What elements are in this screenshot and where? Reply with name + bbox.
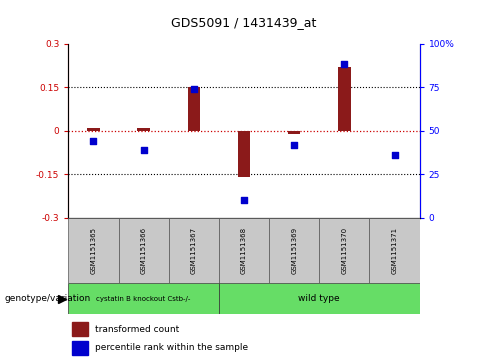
Point: [240, 197, 248, 203]
Point: [290, 142, 298, 147]
Text: percentile rank within the sample: percentile rank within the sample: [95, 343, 248, 352]
Point: [140, 147, 147, 153]
Bar: [72, 322, 88, 337]
Text: GSM1151366: GSM1151366: [141, 227, 146, 274]
Text: wild type: wild type: [299, 294, 340, 303]
Bar: [288, 131, 301, 134]
Bar: [119, 218, 169, 283]
Bar: [219, 218, 269, 283]
Text: cystatin B knockout Cstb-/-: cystatin B knockout Cstb-/-: [97, 295, 191, 302]
Text: GSM1151371: GSM1151371: [391, 227, 398, 274]
Bar: [68, 283, 219, 314]
Bar: [137, 128, 150, 131]
Bar: [319, 218, 369, 283]
Bar: [369, 218, 420, 283]
Bar: [169, 218, 219, 283]
Bar: [72, 340, 88, 355]
Text: GSM1151365: GSM1151365: [90, 227, 97, 274]
Point: [190, 86, 198, 92]
Bar: [187, 87, 200, 131]
Bar: [68, 218, 119, 283]
Text: GSM1151368: GSM1151368: [241, 227, 247, 274]
Text: GSM1151370: GSM1151370: [342, 227, 347, 274]
Text: transformed count: transformed count: [95, 325, 179, 334]
Bar: [219, 283, 420, 314]
Point: [341, 62, 348, 68]
Bar: [269, 218, 319, 283]
Bar: [87, 128, 100, 131]
Bar: [338, 67, 351, 131]
Text: GSM1151369: GSM1151369: [291, 227, 297, 274]
Text: genotype/variation: genotype/variation: [5, 294, 91, 303]
Bar: [238, 131, 250, 177]
Point: [89, 138, 97, 144]
Point: [391, 152, 399, 158]
Text: GDS5091 / 1431439_at: GDS5091 / 1431439_at: [171, 16, 317, 29]
Text: GSM1151367: GSM1151367: [191, 227, 197, 274]
